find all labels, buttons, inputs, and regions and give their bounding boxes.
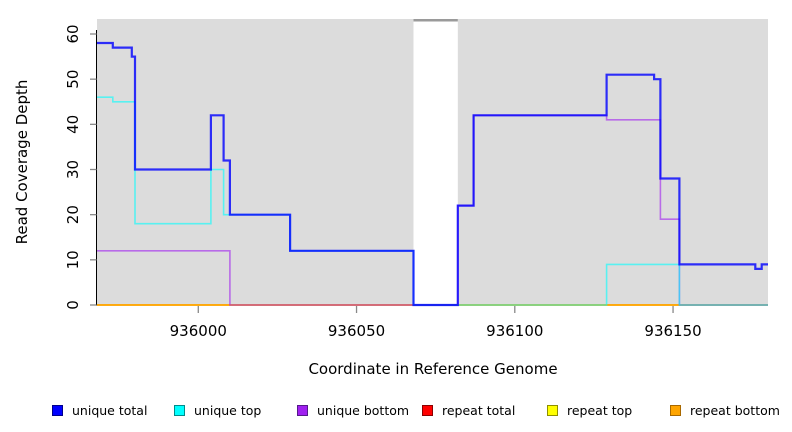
legend-label-repeat-total: repeat total — [442, 402, 516, 418]
legend-item-repeat-total: repeat total — [422, 402, 515, 418]
gap-region — [413, 19, 458, 305]
legend-swatch-unique-bottom — [297, 404, 308, 416]
legend-item-repeat-bottom: repeat bottom — [670, 402, 780, 418]
y-tick-label: 40 — [64, 115, 82, 134]
x-axis-title: Coordinate in Reference Genome — [308, 360, 558, 378]
legend-label-repeat-bottom: repeat bottom — [690, 402, 780, 418]
y-tick-label: 20 — [64, 205, 82, 224]
gap-top-bar — [413, 19, 458, 22]
legend-item-repeat-top: repeat top — [547, 402, 632, 418]
y-tick-label: 30 — [64, 160, 82, 179]
y-tick-label: 10 — [64, 250, 82, 269]
y-tick-label: 0 — [64, 300, 82, 310]
y-axis-title: Read Coverage Depth — [13, 79, 31, 245]
y-tick-label: 60 — [64, 24, 82, 43]
legend-swatch-repeat-bottom — [670, 404, 681, 416]
legend-label-unique-bottom: unique bottom — [317, 402, 410, 418]
legend-item-unique-bottom: unique bottom — [297, 402, 409, 418]
x-tick-label: 936100 — [486, 322, 543, 340]
legend-label-unique-total: unique total — [72, 402, 148, 418]
x-tick-label: 936000 — [170, 322, 227, 340]
legend-label-unique-top: unique top — [194, 402, 262, 418]
legend-swatch-repeat-top — [547, 404, 558, 416]
legend-item-unique-top: unique top — [174, 402, 261, 418]
y-tick-label: 50 — [64, 70, 82, 89]
series-line-unique-total — [97, 41, 768, 307]
x-tick-label: 936050 — [328, 322, 385, 340]
legend-swatch-unique-total — [52, 404, 63, 416]
legend-label-repeat-top: repeat top — [567, 402, 633, 418]
legend-swatch-unique-top — [174, 404, 185, 416]
legend-item-unique-total: unique total — [52, 402, 147, 418]
x-tick-label: 936150 — [644, 322, 701, 340]
legend-swatch-repeat-total — [422, 404, 433, 416]
